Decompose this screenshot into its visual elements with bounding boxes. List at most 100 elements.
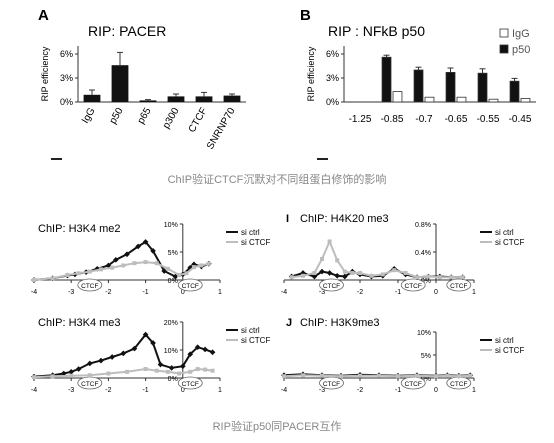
H1-point-ctcf xyxy=(154,261,159,266)
H1-point-ctcf xyxy=(76,271,81,276)
B-ytick-label: 3% xyxy=(326,73,339,83)
B-ytick-label: 6% xyxy=(326,49,339,59)
H1-point-ctrl xyxy=(113,257,119,263)
H2-ctcf-marker-label: CTCF xyxy=(81,381,98,388)
H2-xtick-label: -4 xyxy=(31,387,37,394)
H1-xtick-label: -3 xyxy=(68,289,74,296)
B-ytick-label: 0% xyxy=(326,97,339,107)
H2-point-ctrl xyxy=(179,363,186,370)
I-ctcf-marker xyxy=(446,278,472,292)
H2-point-ctrl xyxy=(98,357,104,364)
I-point-ctcf xyxy=(327,239,332,244)
H1-point-ctcf xyxy=(87,269,92,274)
J-ctcf-marker-label: CTCF xyxy=(450,381,467,388)
I-point-ctcf xyxy=(335,258,340,263)
B-scale-dash xyxy=(317,158,328,160)
H1-point-ctcf xyxy=(110,265,115,270)
A-bar xyxy=(111,65,129,102)
B-xtick-label: -0.85 xyxy=(381,114,404,125)
I-point-ctcf xyxy=(437,275,442,280)
H1-ctcf-marker xyxy=(77,278,103,292)
H1-point-ctcf xyxy=(32,278,36,282)
B-bar-igg xyxy=(488,98,499,103)
I-legend-label: si ctrl xyxy=(495,228,514,237)
H2-point-ctcf xyxy=(195,367,200,372)
I-point-ctcf xyxy=(342,269,347,274)
H2-point-ctcf xyxy=(50,374,55,379)
I-ytick-label: 0.8% xyxy=(415,222,431,229)
H2-point-ctcf xyxy=(125,369,129,374)
H2-point-ctrl xyxy=(202,346,208,353)
J-xtick-label: 0 xyxy=(434,387,438,394)
A-bar xyxy=(167,96,185,102)
A-bar xyxy=(223,95,241,102)
J-point-ctcf xyxy=(339,374,343,379)
B-xtick-label: -0.45 xyxy=(509,114,532,125)
I-point-ctcf xyxy=(289,275,294,280)
A-xtick-label: CTCF xyxy=(187,106,210,135)
B-bar-igg xyxy=(520,98,531,103)
H1-point-ctrl xyxy=(161,268,168,274)
H2-xtick-label: 1 xyxy=(218,387,222,394)
chart-title-b: RIP : NFkB p50 xyxy=(328,23,425,39)
J-ctcf-marker xyxy=(400,376,426,390)
I-point-ctcf xyxy=(449,275,454,280)
A-bar xyxy=(83,94,101,102)
I-point-ctrl xyxy=(341,273,348,280)
B-legend-swatch xyxy=(499,28,509,38)
H2-ytick-label: 0% xyxy=(168,376,178,383)
H1-point-ctcf xyxy=(132,261,137,266)
H1-point-ctcf xyxy=(65,272,70,277)
J-ctcf-marker xyxy=(319,376,344,390)
H2-point-ctcf xyxy=(203,367,208,372)
H2-point-ctrl xyxy=(168,365,175,371)
I-point-ctcf xyxy=(380,272,385,277)
H2-xtick-label: 0 xyxy=(181,387,185,394)
chart-title-h3k4me2: ChIP: H3K4 me2 xyxy=(38,223,121,235)
H2-xtick-label: -1 xyxy=(142,387,148,394)
I-xtick-label: -2 xyxy=(357,289,363,296)
B-bar-p50 xyxy=(381,56,392,103)
J-ytick-label: 10% xyxy=(417,330,431,337)
B-bar-p50 xyxy=(509,80,520,103)
I-point-ctcf xyxy=(301,273,305,278)
I-xtick-label: -1 xyxy=(395,289,401,296)
H2-point-ctrl xyxy=(109,354,115,360)
I-ctcf-marker xyxy=(319,278,344,292)
H1-point-ctrl xyxy=(150,248,156,254)
I-point-ctrl xyxy=(334,272,341,279)
H2-point-ctcf xyxy=(69,373,74,378)
I-legend-label: si CTCF xyxy=(495,238,524,247)
A-ytick-label: 0% xyxy=(60,97,73,107)
H2-point-ctcf xyxy=(177,371,182,376)
B-legend-label: IgG xyxy=(512,28,530,40)
B-bar-igg xyxy=(392,91,403,103)
H1-ctcf-marker-label: CTCF xyxy=(182,283,199,290)
H1-point-ctcf xyxy=(199,263,204,268)
J-xtick-label: -2 xyxy=(357,387,363,394)
J-xtick-label: -4 xyxy=(281,387,287,394)
H2-legend-label: si CTCF xyxy=(241,336,270,345)
H1-xtick-label: -1 xyxy=(142,289,148,296)
H2-point-ctcf xyxy=(210,368,215,373)
I-xtick-label: -4 xyxy=(281,289,287,296)
H1-point-ctcf xyxy=(191,265,196,270)
B-legend-label: p50 xyxy=(512,44,530,56)
H1-point-ctcf xyxy=(98,267,103,272)
A-ylabel: RIP efficiency xyxy=(40,46,50,101)
H2-point-ctcf xyxy=(143,367,148,372)
J-point-ctcf xyxy=(434,374,438,379)
H2-point-ctrl xyxy=(131,345,138,352)
B-bar-p50 xyxy=(413,69,424,103)
chart-title-a: RIP: PACER xyxy=(88,23,166,39)
B-bar-p50 xyxy=(477,72,488,103)
A-bar xyxy=(139,100,157,102)
H2-ctcf-marker-label: CTCF xyxy=(182,381,199,388)
H2-point-ctrl xyxy=(150,340,156,346)
H1-point-ctrl xyxy=(135,243,141,250)
I-xtick-label: 0 xyxy=(434,289,438,296)
J-point-ctcf xyxy=(445,373,450,378)
